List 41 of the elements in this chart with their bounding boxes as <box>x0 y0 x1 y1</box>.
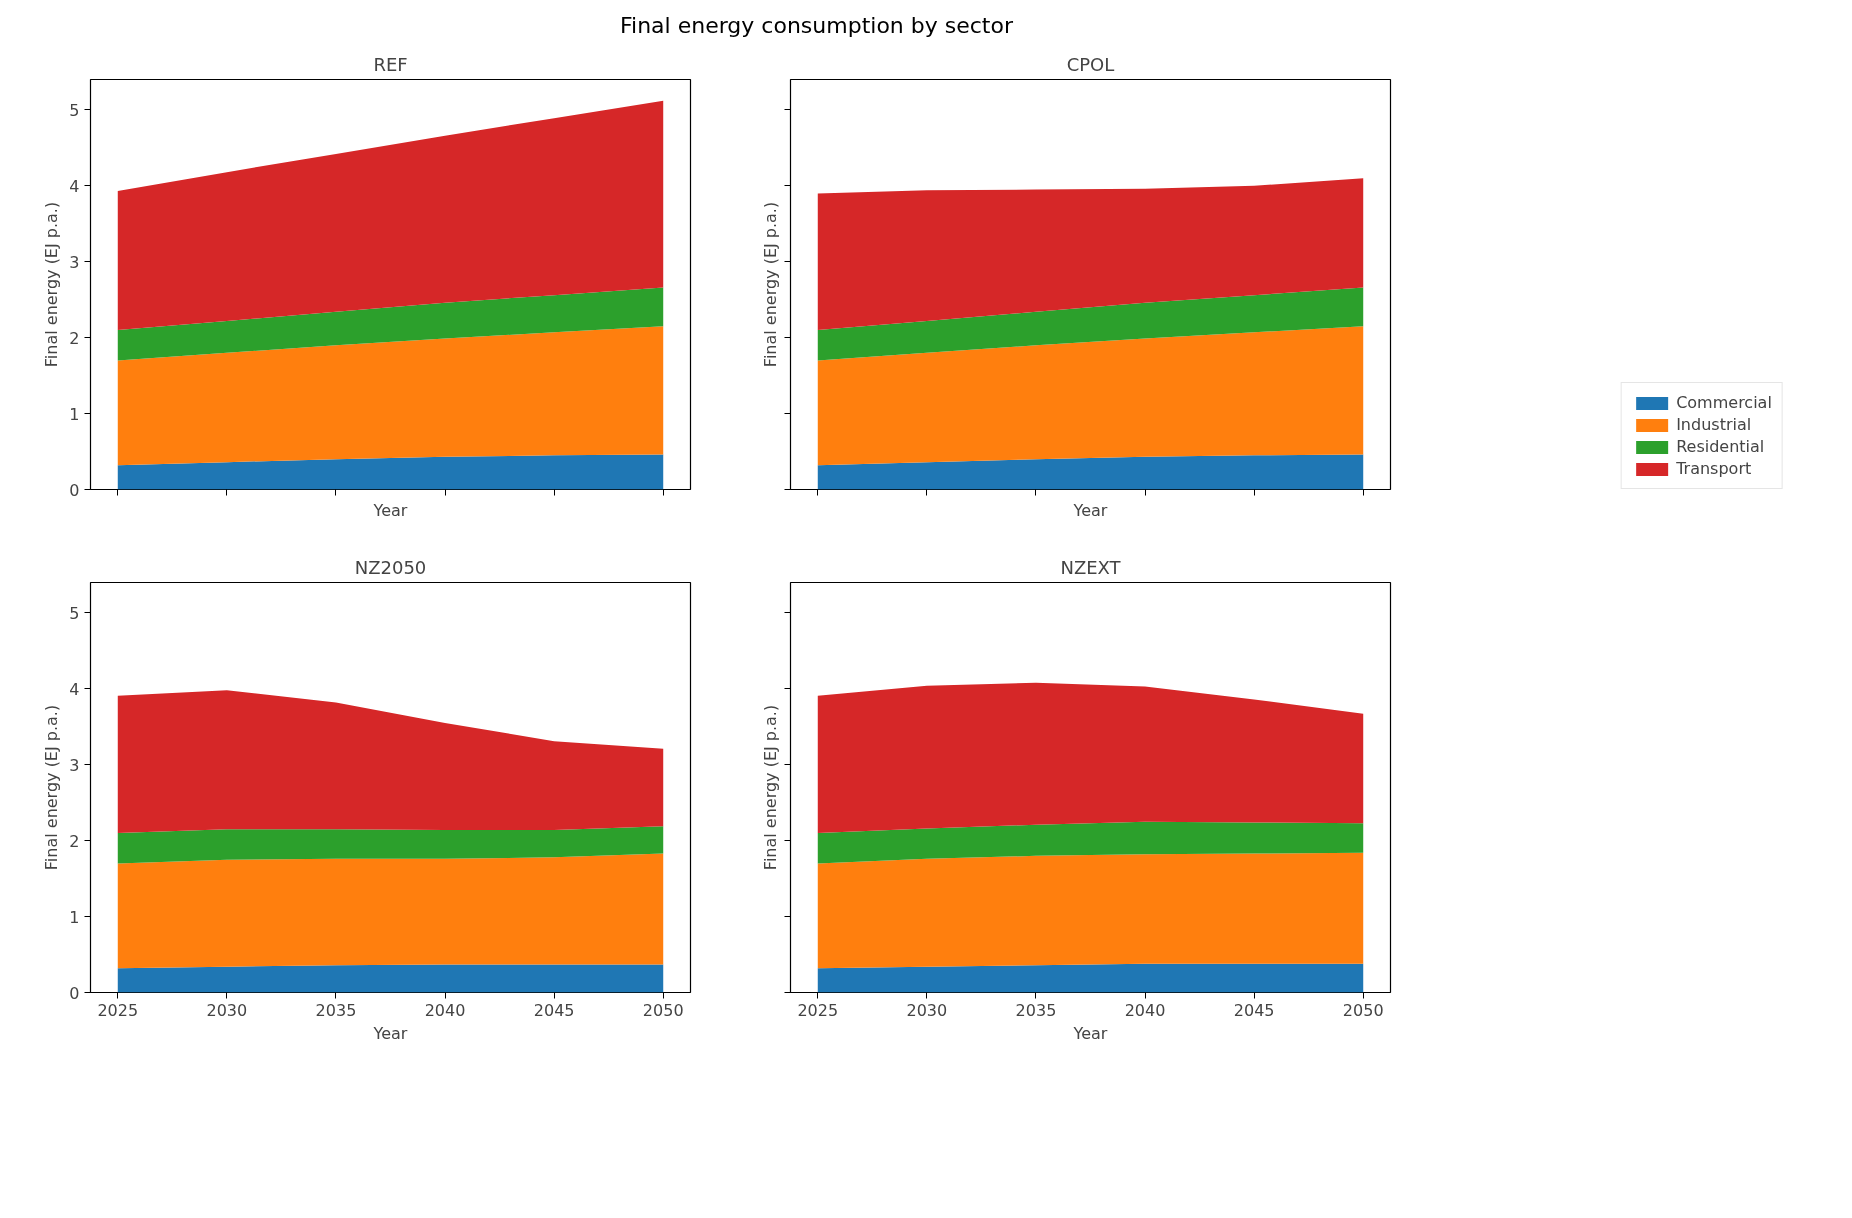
chart-title: NZEXT <box>1060 556 1122 578</box>
x-tick-label: 2040 <box>424 1000 466 1020</box>
x-axis-title: Year <box>1072 1023 1108 1043</box>
x-tick-label: 2035 <box>1015 1000 1057 1020</box>
x-tick-label: 2050 <box>642 1000 684 1020</box>
x-tick-label: 2045 <box>533 1000 575 1020</box>
x-tick-label: 2040 <box>1124 1000 1166 1020</box>
y-tick-label: 3 <box>69 756 80 776</box>
y-axis-title: Final energy (EJ p.a.) <box>42 705 62 871</box>
x-axis-title: Year <box>372 1023 408 1043</box>
x-tick-label: 2025 <box>797 1000 839 1020</box>
y-tick-label: 3 <box>69 253 80 273</box>
chart-title: CPOL <box>1066 53 1115 75</box>
y-tick-label: 0 <box>69 983 80 1003</box>
y-axis-title: Final energy (EJ p.a.) <box>760 202 780 368</box>
y-tick-label: 1 <box>69 405 80 424</box>
y-tick-label: 0 <box>69 480 80 500</box>
legend-label: Commercial <box>1676 393 1772 413</box>
x-tick-label: 2045 <box>1233 1000 1275 1020</box>
y-axis-title: Final energy (EJ p.a.) <box>760 705 780 871</box>
chart-title: NZ2050 <box>354 556 427 578</box>
text: Final energy consumption by sector <box>620 12 1013 40</box>
y-tick-label: 4 <box>69 177 80 197</box>
y-axis-title: Final energy (EJ p.a.) <box>42 202 62 368</box>
x-axis-title: Year <box>1072 500 1108 520</box>
y-tick-label: 5 <box>69 604 80 624</box>
x-tick-label: 2050 <box>1342 1000 1384 1020</box>
y-tick-label: 2 <box>69 832 80 852</box>
x-tick-label: 2025 <box>97 1000 139 1020</box>
y-tick-label: 1 <box>69 908 80 927</box>
legend-label: Transport <box>1676 459 1752 479</box>
x-tick-label: 2030 <box>906 1000 948 1020</box>
y-tick-label: 5 <box>69 101 80 121</box>
legend-label: Residential <box>1676 437 1765 457</box>
legend-label: Industrial <box>1676 415 1752 435</box>
x-tick-label: 2030 <box>206 1000 248 1020</box>
y-tick-label: 2 <box>69 329 80 349</box>
y-tick-label: 4 <box>69 680 80 700</box>
x-axis-title: Year <box>372 500 408 520</box>
x-tick-label: 2035 <box>315 1000 357 1020</box>
chart-title: REF <box>373 53 408 75</box>
